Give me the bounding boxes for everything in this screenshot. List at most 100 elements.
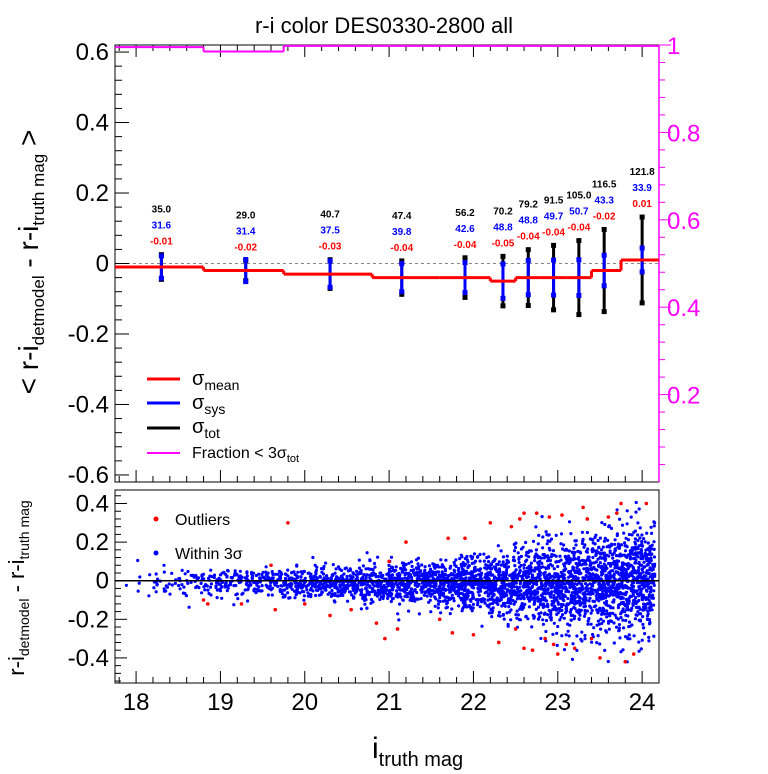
within-point — [549, 612, 553, 617]
within-point — [454, 558, 458, 562]
outlier-point — [269, 563, 273, 568]
within-point — [516, 572, 521, 577]
within-point — [407, 585, 411, 589]
sys-error-cap — [551, 257, 557, 263]
within-point — [387, 580, 391, 584]
within-point — [250, 576, 254, 580]
sys-error-cap — [243, 256, 249, 262]
within-point — [407, 609, 411, 613]
within-point — [646, 597, 650, 601]
within-point — [375, 581, 379, 585]
within-point — [624, 562, 629, 567]
within-point — [641, 575, 645, 579]
outlier-point — [560, 513, 564, 517]
within-point — [517, 560, 521, 565]
within-point — [608, 545, 612, 549]
within-point — [623, 568, 627, 572]
within-point — [607, 589, 611, 593]
within-point — [541, 535, 545, 539]
within-point — [636, 569, 640, 574]
within-point — [330, 574, 334, 578]
x-tick-label: 21 — [376, 689, 403, 716]
within-point — [322, 576, 326, 580]
within-point — [455, 576, 459, 580]
within-point — [539, 636, 543, 641]
within-point — [578, 609, 582, 613]
within-point — [582, 545, 586, 549]
within-point — [518, 569, 522, 573]
within-point — [184, 594, 188, 598]
within-point — [357, 558, 361, 562]
within-point — [462, 571, 466, 575]
within-point — [450, 593, 454, 597]
within-point — [352, 584, 356, 589]
outlier-point — [446, 536, 450, 541]
within-point — [543, 591, 547, 595]
within-point — [334, 584, 338, 588]
within-point — [164, 584, 168, 588]
within-point — [257, 572, 261, 576]
within-point — [621, 618, 625, 622]
chart-title: r-i color DES0330-2800 all — [255, 13, 513, 38]
bot-y-tick-label: 0 — [96, 568, 109, 595]
within-point — [561, 613, 565, 617]
within-point — [230, 575, 234, 580]
within-point — [260, 584, 264, 588]
within-point — [493, 586, 497, 590]
within-point — [500, 587, 504, 591]
within-point — [562, 543, 566, 547]
outlier-point — [522, 646, 526, 651]
total-value-label: 56.2 — [455, 208, 475, 219]
within-point — [497, 567, 501, 571]
within-point — [433, 590, 437, 595]
within-point — [604, 592, 609, 596]
within-point — [611, 611, 615, 616]
within-point — [247, 584, 251, 588]
within-point — [452, 599, 456, 603]
within-point — [538, 586, 542, 590]
within-point — [420, 590, 424, 594]
within-point — [309, 595, 313, 599]
within-point — [608, 586, 612, 590]
within-point — [430, 589, 434, 593]
within-point — [575, 601, 579, 605]
sys-error-cap — [399, 261, 405, 267]
within-point — [285, 586, 289, 590]
within-point — [227, 583, 231, 587]
within-point — [342, 590, 347, 594]
within-point — [489, 586, 493, 590]
within-point — [568, 584, 573, 588]
within-point — [295, 563, 299, 567]
within-point — [497, 572, 501, 576]
total-value-label: 105.0 — [566, 191, 591, 202]
y-tick-label: -0.6 — [68, 462, 109, 489]
within-point — [286, 574, 290, 578]
within-point — [549, 618, 553, 622]
within-point — [603, 536, 607, 540]
within-point — [646, 552, 651, 557]
within-point — [634, 500, 638, 505]
within-point — [399, 566, 403, 570]
within-point — [609, 619, 614, 624]
within-point — [465, 605, 469, 609]
within-point — [209, 582, 213, 586]
total-error-cap — [601, 226, 607, 232]
within-point — [478, 567, 483, 571]
within-point — [590, 566, 594, 571]
within-point — [162, 563, 166, 567]
within-point — [437, 593, 442, 597]
within-point — [364, 567, 368, 571]
within-point — [645, 558, 649, 562]
within-point — [298, 581, 302, 585]
within-point — [515, 585, 519, 589]
within-point — [636, 606, 640, 610]
within-point — [530, 625, 534, 629]
y2-tick-label: 1 — [667, 33, 680, 60]
within-point — [549, 537, 554, 541]
within-point — [543, 587, 547, 591]
within-point — [501, 612, 505, 617]
within-point — [368, 567, 372, 571]
within-point — [625, 608, 629, 612]
within-point — [346, 569, 350, 573]
mean-value-label: -0.04 — [567, 223, 590, 234]
